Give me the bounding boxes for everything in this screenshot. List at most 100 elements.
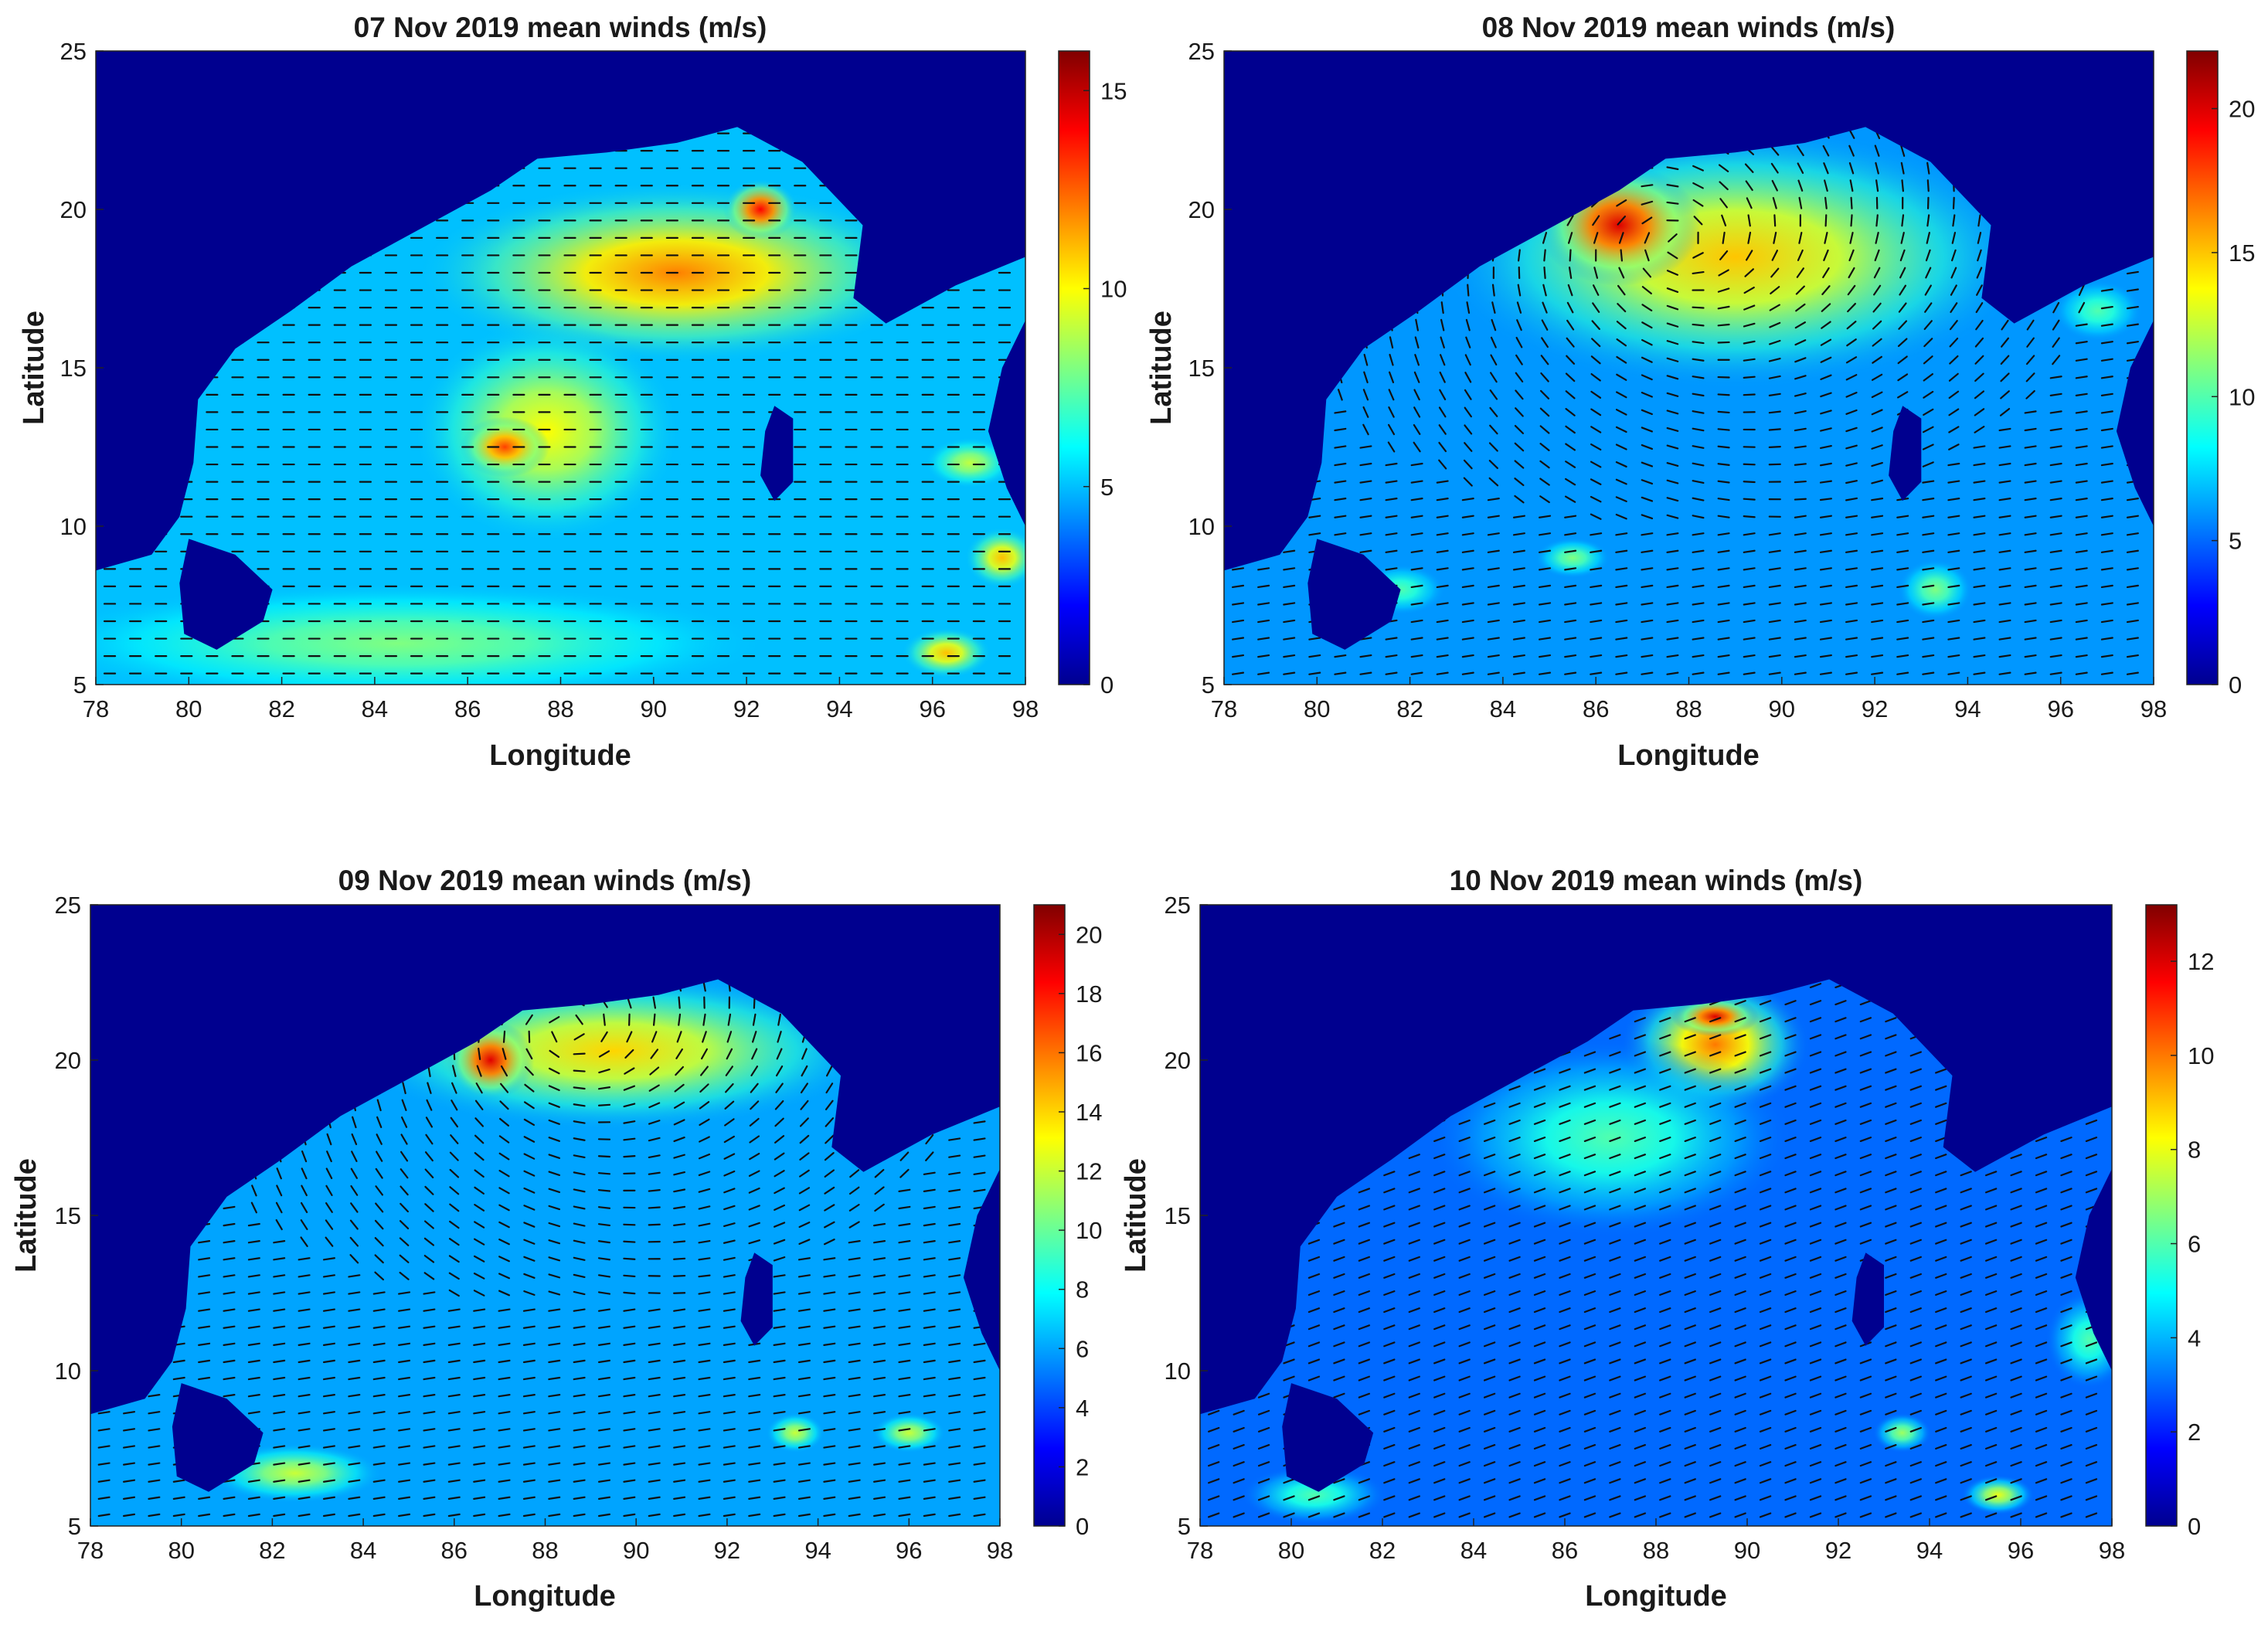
wind-speed-hotspot [723, 178, 798, 240]
x-tick-label: 94 [1916, 1537, 1943, 1564]
land-mask [172, 1383, 264, 1492]
colorbar-tick-label: 12 [2188, 948, 2214, 975]
colorbar-gradient [1033, 904, 1066, 1527]
panel-09-nov: 09 Nov 2019 mean winds (m/s) Longitude L… [10, 865, 1102, 1613]
x-tick-label: 94 [1954, 695, 1981, 722]
x-tick-label: 98 [2099, 1537, 2125, 1564]
x-axis-label: Longitude [474, 1580, 616, 1613]
x-tick-label: 98 [1012, 695, 1039, 722]
land-mask [1282, 1383, 1374, 1492]
y-tick-label: 15 [1188, 355, 1215, 382]
wind-speed-hotspot [1535, 537, 1610, 579]
x-tick-label: 96 [2047, 695, 2073, 722]
y-tick-label: 25 [60, 38, 87, 65]
land-mask [179, 539, 273, 650]
wind-speed-hotspot [1872, 1412, 1932, 1453]
x-tick-label: 88 [532, 1537, 558, 1564]
colorbar: 0 2 4 6 8 10 12 [2145, 904, 2214, 1540]
x-tick-label: 84 [362, 695, 388, 722]
heatmap-plot-area [96, 51, 1025, 685]
x-tick-label: 78 [1211, 695, 1237, 722]
x-tick-label: 80 [1278, 1537, 1304, 1564]
colorbar-tick-label: 20 [1076, 921, 1102, 948]
x-axis-label: Longitude [1585, 1580, 1727, 1613]
colorbar-tick-label: 14 [1076, 1099, 1102, 1126]
wind-speed-hotspot [413, 319, 681, 543]
wind-speed-hotspot [766, 1412, 825, 1453]
colorbar-tick-label: 15 [1100, 77, 1127, 104]
wind-speed-hotspot [1241, 1465, 1387, 1525]
y-axis-label: Latitude [10, 1158, 43, 1273]
axes: 78 80 82 84 86 88 90 92 94 96 98 5 10 15 20 25 [1188, 38, 2168, 722]
colorbar-tick-label: 6 [2188, 1231, 2201, 1258]
panel-10-nov: 10 Nov 2019 mean winds (m/s) Longitude L… [1120, 865, 2214, 1613]
colorbar-tick-label: 10 [1100, 276, 1127, 303]
axes: 78 80 82 84 86 88 90 92 94 96 98 5 10 15 20 25 [1165, 892, 2126, 1564]
colorbar-tick-label: 2 [2188, 1419, 2201, 1446]
axes: 78 80 82 84 86 88 90 92 94 96 98 5 10 15 20 25 [55, 892, 1014, 1564]
y-tick-label: 25 [1165, 892, 1191, 919]
wind-speed-hotspot [1961, 1475, 2035, 1515]
x-tick-label: 80 [1304, 695, 1330, 722]
y-axis-label: Latitude [18, 311, 50, 425]
x-tick-label: 78 [77, 1537, 104, 1564]
land-mask [740, 1252, 773, 1346]
land-mask [90, 905, 1000, 1415]
y-tick-label: 25 [55, 892, 81, 919]
land-mask [1851, 1252, 1884, 1346]
x-tick-label: 92 [714, 1537, 740, 1564]
colorbar-tick-label: 10 [2229, 383, 2255, 410]
y-axis-label: Latitude [1120, 1158, 1152, 1273]
colorbar-tick-label: 0 [2229, 671, 2242, 698]
colorbar-gradient [1058, 50, 1090, 685]
x-tick-label: 96 [919, 695, 945, 722]
colorbar-tick-label: 8 [2188, 1137, 2201, 1164]
land-mask [1889, 406, 1922, 501]
panel-title: 08 Nov 2019 mean winds (m/s) [1482, 12, 1896, 43]
colorbar-tick-label: 10 [2188, 1042, 2214, 1069]
colorbar-tick-label: 4 [1076, 1395, 1089, 1422]
y-tick-label: 20 [55, 1047, 81, 1074]
panel-title: 07 Nov 2019 mean winds (m/s) [354, 12, 767, 43]
y-tick-label: 5 [68, 1513, 81, 1540]
y-tick-label: 15 [1165, 1202, 1191, 1229]
panel-07-nov: 07 Nov 2019 mean winds (m/s) Longitude L… [18, 12, 1127, 772]
land-mask [96, 51, 1025, 571]
colorbar-gradient [2186, 50, 2219, 685]
y-axis-label: Latitude [1145, 311, 1178, 425]
x-tick-label: 98 [2140, 695, 2167, 722]
y-tick-label: 10 [55, 1358, 81, 1385]
colorbar-tick-label: 20 [2229, 96, 2255, 123]
y-tick-label: 10 [1165, 1358, 1191, 1385]
land-mask [760, 406, 794, 501]
x-tick-label: 86 [441, 1537, 468, 1564]
wind-speed-hotspot [96, 583, 770, 685]
heatmap-plot-area [90, 905, 1000, 1526]
land-mask [1224, 51, 2154, 571]
wind-speed-hotspot [872, 1412, 946, 1453]
colorbar: 0 2 4 6 8 10 12 14 16 18 20 [1033, 904, 1102, 1540]
colorbar-tick-label: 12 [1076, 1158, 1102, 1185]
panel-08-nov: 08 Nov 2019 mean winds (m/s) Longitude L… [1145, 12, 2255, 772]
x-tick-label: 92 [733, 695, 760, 722]
x-tick-label: 82 [1396, 695, 1423, 722]
wind-speed-hotspot [1898, 559, 1973, 620]
heatmap-plot-area [1224, 51, 2154, 685]
x-tick-label: 78 [1187, 1537, 1213, 1564]
x-tick-label: 92 [1862, 695, 1888, 722]
wind-speed-hotspot [964, 527, 1025, 589]
wind-speed-hotspot [1428, 1038, 1793, 1238]
land-mask [963, 1168, 1000, 1371]
x-tick-label: 84 [1490, 695, 1516, 722]
x-tick-label: 84 [1460, 1537, 1487, 1564]
colorbar-tick-label: 15 [2229, 240, 2255, 267]
colorbar-gradient [2145, 904, 2178, 1527]
x-tick-label: 94 [804, 1537, 831, 1564]
colorbar-tick-label: 6 [1076, 1335, 1089, 1362]
x-tick-label: 96 [896, 1537, 922, 1564]
x-tick-label: 82 [268, 695, 294, 722]
x-tick-label: 84 [350, 1537, 376, 1564]
wind-speed-hotspot [925, 437, 1015, 488]
colorbar-tick-label: 4 [2188, 1324, 2201, 1351]
